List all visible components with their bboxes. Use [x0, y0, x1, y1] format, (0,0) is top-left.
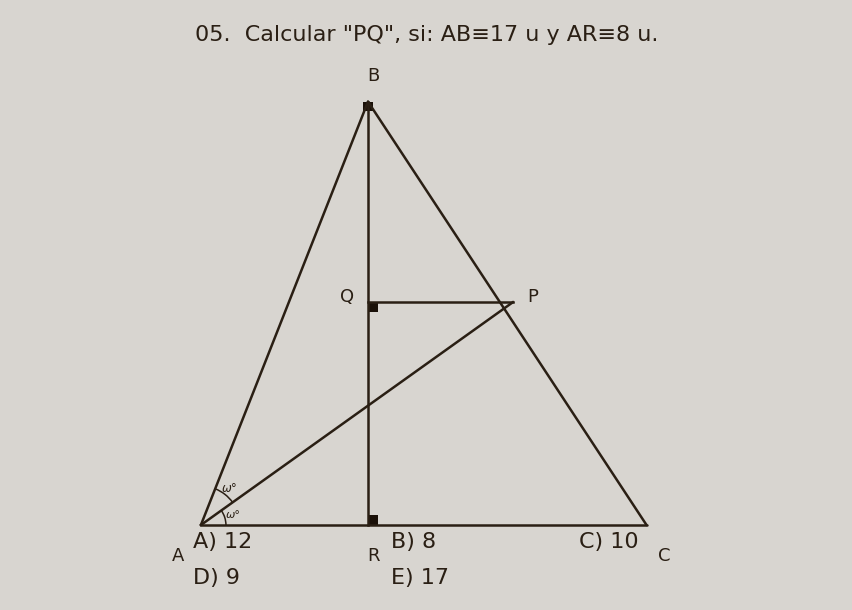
- Text: 05.  Calcular "PQ", si: AB≡17 u y AR≡8 u.: 05. Calcular "PQ", si: AB≡17 u y AR≡8 u.: [194, 25, 658, 45]
- Text: C) 10: C) 10: [578, 533, 637, 553]
- Text: Q: Q: [340, 288, 354, 306]
- Bar: [367, 515, 377, 525]
- Bar: [367, 302, 377, 312]
- Text: ω°: ω°: [222, 482, 237, 495]
- Text: A) 12: A) 12: [193, 533, 251, 553]
- Text: C: C: [657, 547, 670, 565]
- Text: P: P: [527, 288, 537, 306]
- Text: D) 9: D) 9: [193, 568, 239, 588]
- Text: B: B: [367, 67, 379, 85]
- Text: E) 17: E) 17: [391, 568, 449, 588]
- Text: ω°: ω°: [225, 510, 240, 520]
- Text: B) 8: B) 8: [391, 533, 436, 553]
- Text: A: A: [171, 547, 184, 565]
- Text: R: R: [367, 547, 379, 565]
- Bar: [363, 102, 372, 110]
